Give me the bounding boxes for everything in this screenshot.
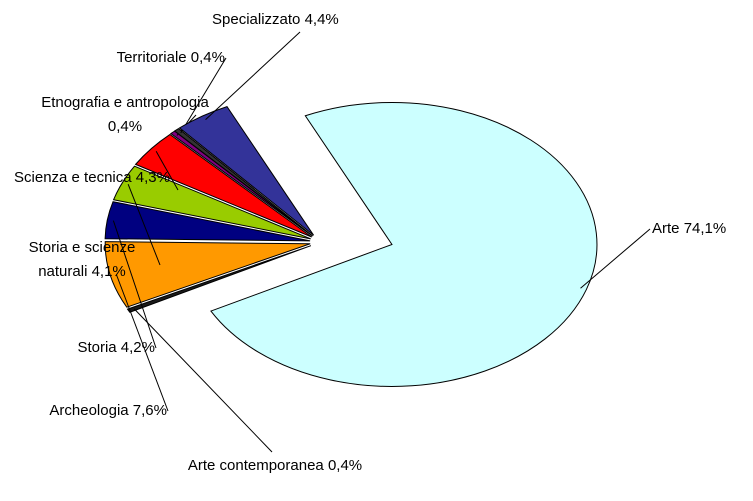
pie-slice xyxy=(210,102,598,387)
leader-line xyxy=(133,308,273,453)
pie-slice xyxy=(104,241,311,308)
slice-name: Storia xyxy=(77,339,117,356)
slice-name: Scienza e tecnica xyxy=(14,169,132,186)
pie-slice xyxy=(104,201,311,242)
data-label: Territoriale 0,4% xyxy=(20,46,225,70)
value-label: 4,4% xyxy=(304,11,339,28)
value-label: 4,1% xyxy=(91,263,126,280)
data-label: Storia e scienze naturali 4,1% xyxy=(2,236,162,284)
data-label: Specializzato 4,4% xyxy=(212,8,412,32)
slice-name: Storia e scienze naturali xyxy=(28,239,136,280)
pie-slice xyxy=(112,165,311,240)
slice-name: Specializzato xyxy=(212,11,301,28)
value-label: 4,2% xyxy=(120,339,155,356)
leader-line xyxy=(205,31,301,121)
data-label: Archeologia 7,6% xyxy=(2,399,167,423)
leader-line xyxy=(112,220,157,349)
slice-name: Archeologia xyxy=(49,402,129,419)
leader-line xyxy=(115,274,169,412)
slice-name: Arte contemporanea xyxy=(187,457,324,474)
value-label: 4,3% xyxy=(135,169,170,186)
leader-line xyxy=(155,151,179,191)
leader-line xyxy=(580,228,651,289)
value-label: 0,4% xyxy=(107,118,143,135)
data-label: Etnografia e antropologia 0,4% xyxy=(40,91,210,139)
leader-line xyxy=(180,57,227,134)
pie-slice xyxy=(173,128,314,237)
data-label: Scienza e tecnica 4,3% xyxy=(2,166,182,190)
pie-slice xyxy=(126,245,312,313)
slice-name: Etnografia e antropologia xyxy=(41,94,209,111)
value-label: 0,4% xyxy=(327,457,363,474)
slice-name: Territoriale xyxy=(116,49,187,66)
value-label: 0,4% xyxy=(190,49,225,66)
value-label: 74,1% xyxy=(683,220,727,237)
value-label: 7,6% xyxy=(132,402,167,419)
pie-slice xyxy=(178,105,315,236)
pie-slice xyxy=(134,133,313,238)
data-label: Storia 4,2% xyxy=(2,336,155,360)
data-label: Arte contemporanea 0,4% xyxy=(175,454,375,478)
leader-line xyxy=(127,183,161,266)
slice-name: Arte xyxy=(652,220,680,237)
data-label: Arte 74,1% xyxy=(652,217,752,241)
